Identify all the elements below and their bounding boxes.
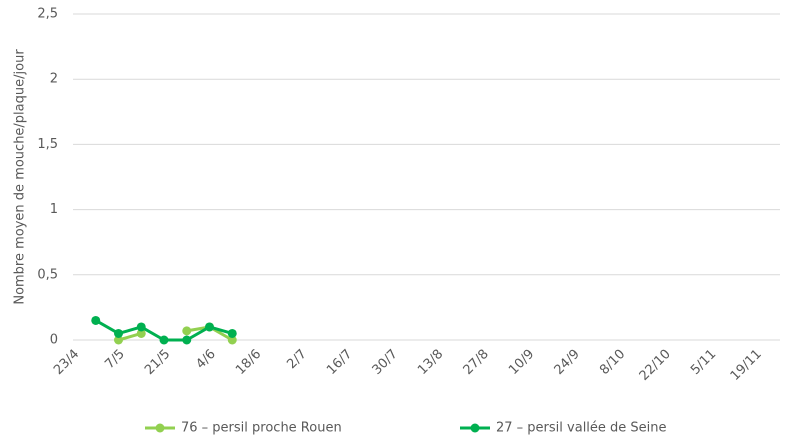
x-tick-label: 16/7	[324, 347, 355, 378]
point	[182, 326, 192, 336]
y-tick-label: 1	[50, 202, 58, 217]
point	[136, 322, 146, 332]
x-tick-label: 30/7	[370, 347, 401, 378]
point	[114, 335, 123, 345]
x-tick-label: 8/10	[597, 347, 628, 378]
x-tick-label: 4/6	[193, 347, 218, 372]
x-tick-label: 5/11	[688, 347, 719, 378]
y-tick-label: 0	[50, 333, 58, 348]
x-tick-label: 27/8	[461, 347, 492, 378]
point	[159, 335, 169, 345]
point	[182, 335, 192, 345]
x-tick-label: 19/11	[728, 347, 765, 384]
x-tick-label: 2/7	[284, 347, 309, 372]
y-tick-label: 2	[50, 72, 58, 87]
point	[227, 328, 237, 338]
y-tick-label: 0,5	[37, 267, 58, 282]
x-tick-label: 23/4	[51, 347, 82, 378]
x-tick-label: 18/6	[233, 347, 264, 378]
x-tick-label: 21/5	[142, 347, 173, 378]
x-tick-label: 24/9	[552, 347, 583, 378]
y-axis-label: Nombre moyen de mouche/plaque/jour	[13, 49, 28, 305]
point	[227, 335, 237, 345]
y-tick-label: 1,5	[37, 137, 58, 152]
legend-marker	[155, 423, 165, 433]
legend-label: 27 – persil vallée de Seine	[496, 421, 667, 436]
legend-marker	[470, 423, 480, 433]
x-tick-label: 7/5	[102, 347, 127, 372]
point	[114, 328, 123, 338]
legend-label: 76 – persil proche Rouen	[181, 421, 342, 436]
x-tick-label: 10/9	[506, 347, 537, 378]
x-tick-label: 22/10	[637, 347, 674, 384]
point	[136, 328, 146, 338]
y-tick-label: 2,5	[37, 7, 58, 22]
point	[91, 315, 101, 325]
x-tick-label: 13/8	[415, 347, 446, 378]
point	[205, 322, 214, 332]
